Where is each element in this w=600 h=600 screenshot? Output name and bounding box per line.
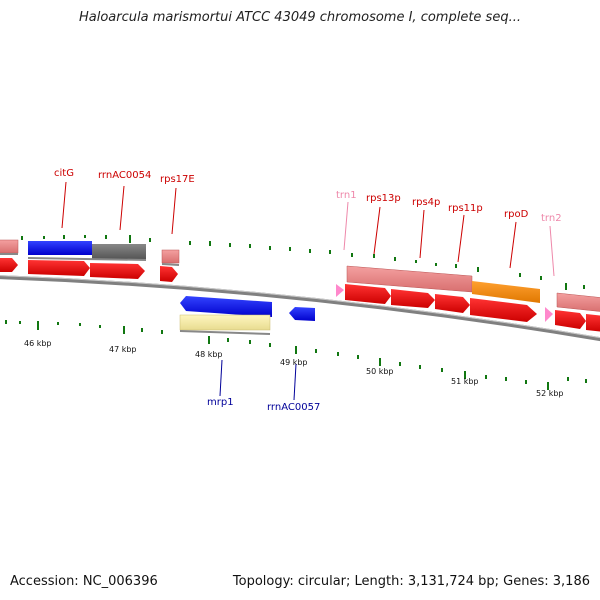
- gene-arrow: [28, 260, 90, 276]
- upper-gene-labels: citG rrnAC0054 rps17E trn1 rps13p rps4p …: [54, 168, 562, 224]
- gene-arrow: [391, 289, 435, 308]
- upper-tick-row: [21, 235, 585, 290]
- kbp-label: 46 kbp: [24, 339, 52, 348]
- gene-label-trn1: trn1: [336, 190, 357, 201]
- gene-arrow: [160, 266, 178, 282]
- gene-arrow: [555, 310, 586, 329]
- gene-label-mrp1: mrp1: [207, 397, 234, 408]
- gene-arrow: [435, 294, 470, 313]
- gene-arrow: [345, 284, 391, 304]
- gene-label-rrnAC0057: rrnAC0057: [267, 402, 320, 413]
- gene-arrow-rrnAC0057: [289, 307, 315, 321]
- accession-label: Accession: NC_006396: [10, 574, 158, 589]
- gene-label-rps11p: rps11p: [448, 203, 483, 214]
- kbp-scale: 46 kbp 47 kbp 48 kbp 49 kbp 50 kbp 51 kb…: [24, 339, 564, 398]
- kbp-label: 48 kbp: [195, 350, 223, 359]
- kbp-label: 51 kbp: [451, 377, 479, 386]
- feature-bar-rpoD: [472, 281, 540, 303]
- feature-bar-rrnAC0054: [92, 244, 146, 259]
- upper-gene-arrows[interactable]: [0, 258, 600, 332]
- gene-label-rps13p: rps13p: [366, 193, 401, 204]
- lower-tick-row: [5, 320, 587, 390]
- chromosome-backbone: [0, 275, 600, 342]
- upper-feature-track[interactable]: [0, 239, 600, 312]
- upper-callout-lines: [61, 181, 517, 269]
- gene-label-rps17E: rps17E: [160, 174, 195, 185]
- lower-feature-track[interactable]: [179, 296, 315, 335]
- kbp-label: 50 kbp: [366, 367, 394, 376]
- gene-label-citG: citG: [54, 168, 74, 179]
- gene-arrow: [90, 263, 145, 279]
- genome-summary: Topology: circular; Length: 3,131,724 bp…: [232, 574, 590, 589]
- trna-marker-trn1: [336, 284, 344, 297]
- kbp-label: 49 kbp: [280, 358, 308, 367]
- feature-bar-rps17E: [161, 249, 180, 264]
- feature-bar: [0, 239, 19, 254]
- feature-bar-citG: [28, 241, 92, 255]
- gene-label-rps4p: rps4p: [412, 197, 440, 208]
- trna-markers[interactable]: [336, 284, 553, 322]
- feature-bar: [556, 292, 600, 312]
- gene-arrow: [470, 298, 537, 322]
- feature-bar-mrp1: [179, 314, 271, 331]
- gene-label-rrnAC0054: rrnAC0054: [98, 170, 151, 181]
- map-title: Haloarcula marismortui ATCC 43049 chromo…: [79, 10, 521, 25]
- gene-arrow-mrp1: [180, 296, 272, 317]
- lower-callout-lines: [219, 359, 297, 401]
- gene-label-trn2: trn2: [541, 213, 562, 224]
- gene-arrow: [586, 314, 600, 332]
- trna-marker-trn2: [545, 307, 553, 322]
- lower-gene-labels: mrp1 rrnAC0057: [207, 397, 320, 413]
- gene-arrow: [0, 258, 18, 272]
- kbp-label: 52 kbp: [536, 389, 564, 398]
- gene-label-rpoD: rpoD: [504, 209, 529, 220]
- trna-callout-lines: [343, 201, 555, 277]
- kbp-label: 47 kbp: [109, 345, 137, 354]
